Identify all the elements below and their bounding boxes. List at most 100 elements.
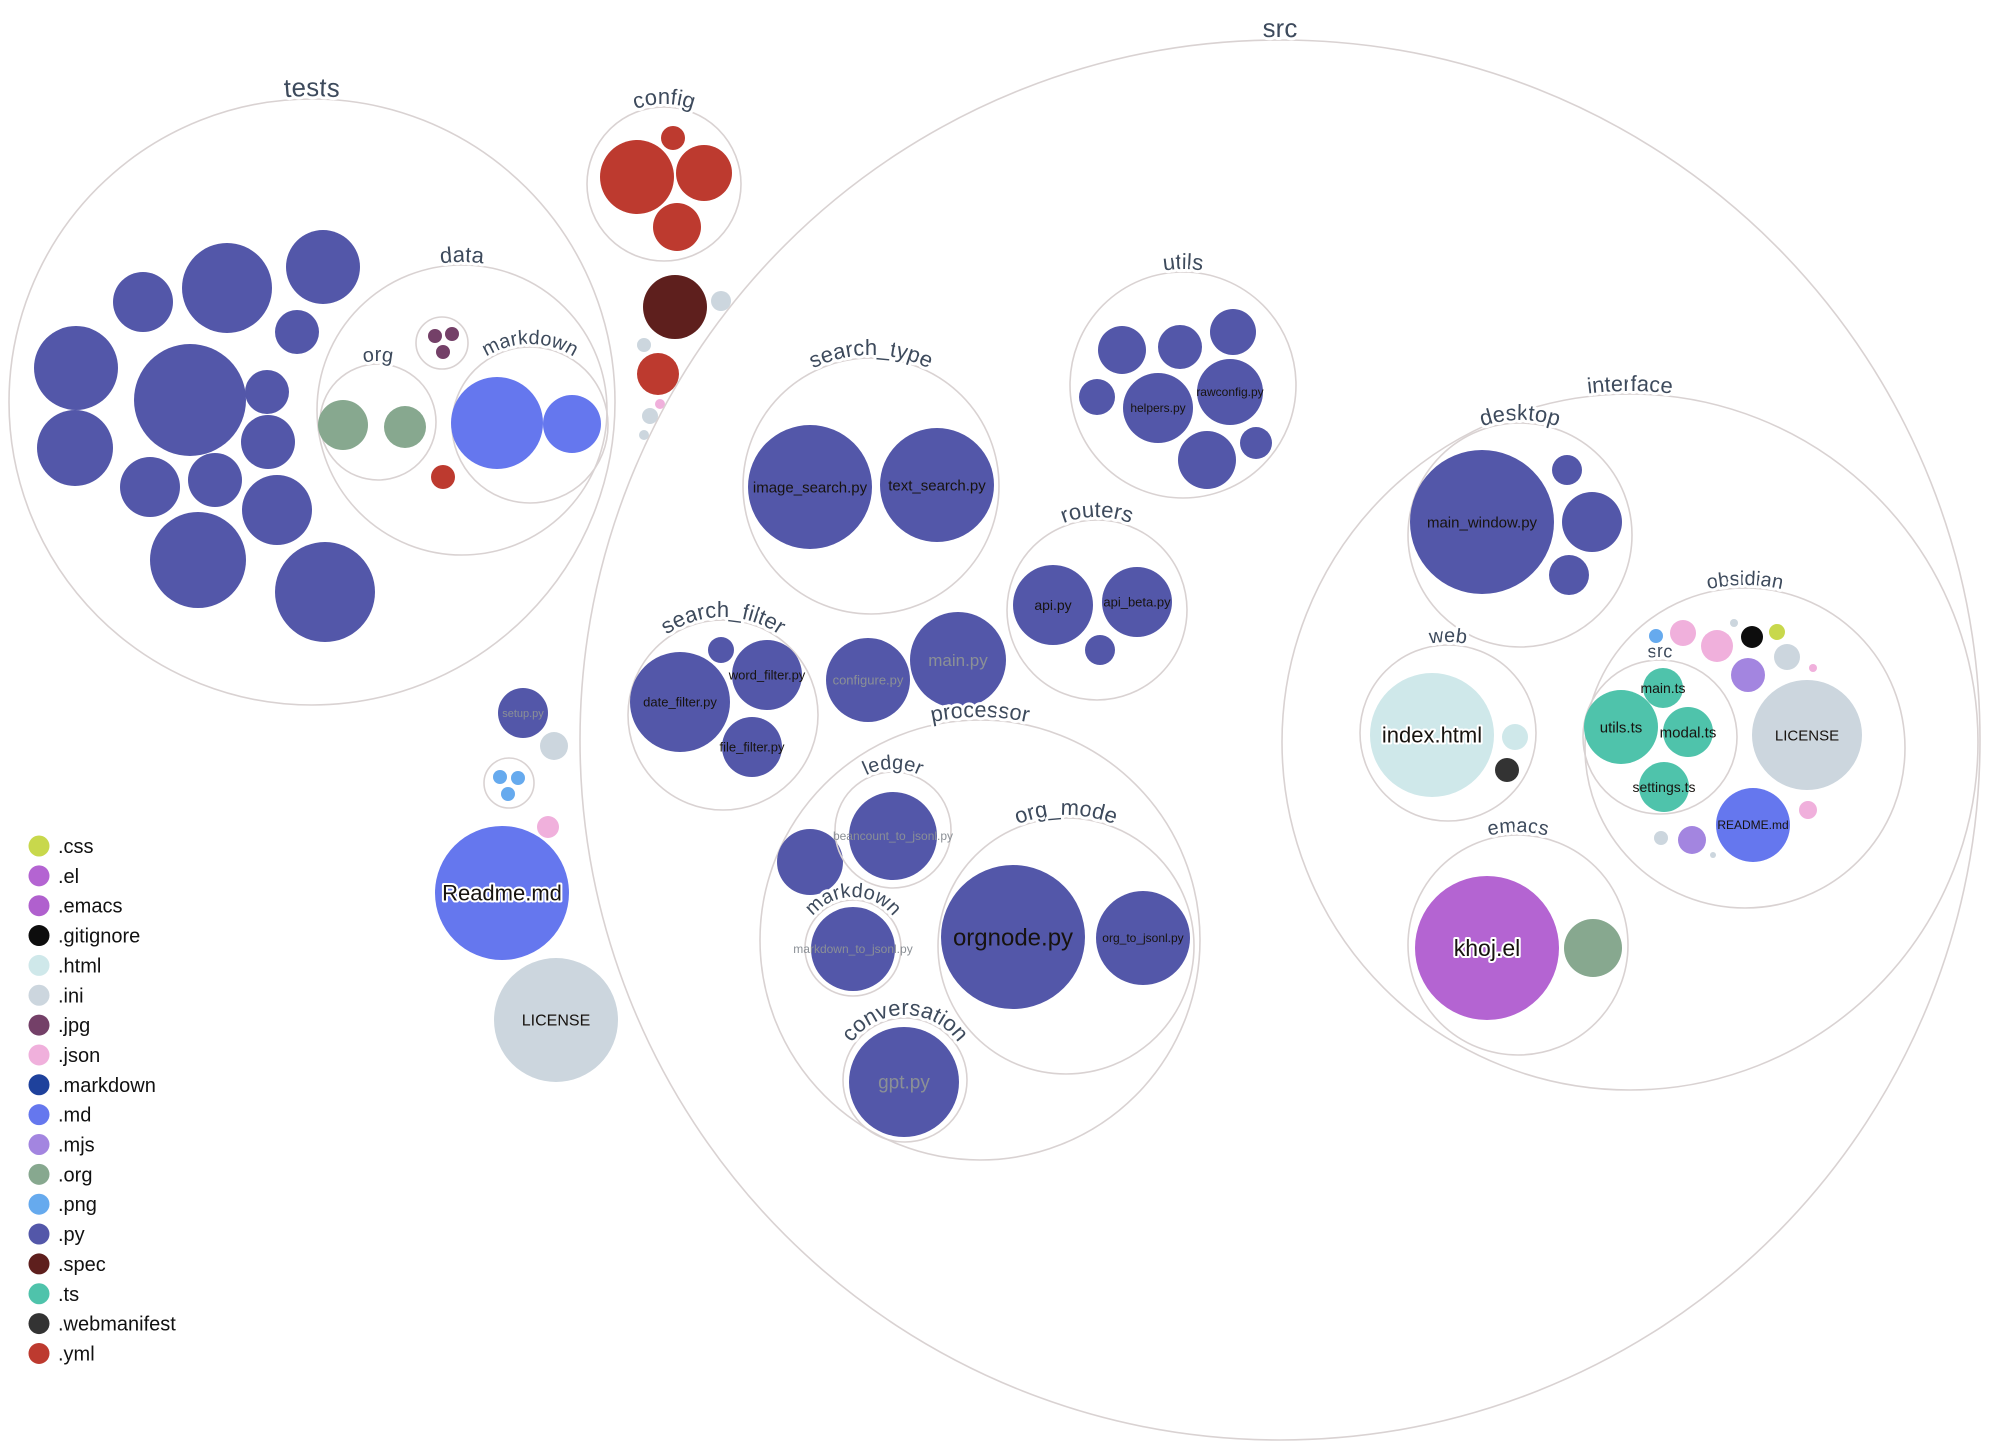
file-circle-py [1158, 325, 1202, 369]
legend-item-markdown: .markdown [28, 1074, 156, 1097]
legend-label-ini: .ini [58, 985, 84, 1007]
file-circle-mjs [1731, 658, 1765, 692]
folder-search_filter: date_filter.py word_filter.py file_filter.… [627, 594, 819, 811]
file-circle-helpers.py [1123, 373, 1193, 443]
folder-circle-ledger [834, 771, 952, 889]
file-circle-ini [1710, 852, 1716, 858]
folder-label-routers: routers [1057, 497, 1137, 528]
file-circle-rawconfig.py [1197, 359, 1263, 425]
legend-swatch-gitignore [28, 925, 50, 947]
legend-swatch-py [28, 1223, 50, 1245]
folder-circle-obsidian [1584, 587, 1906, 909]
file-label-file_filter.py: file_filter.py [719, 740, 785, 755]
legend-item-html: .html [28, 954, 101, 977]
file-circle-py [120, 457, 180, 517]
file-circle-jpg [428, 329, 442, 343]
folder-processor: beancount_to_jsonl.py ledger markdown_to_j… [759, 694, 1201, 1161]
file-circle-json [1701, 630, 1733, 662]
folder-circle-png-folder [483, 757, 535, 809]
file-circle-py [34, 326, 118, 410]
folder-circle-utils [1069, 271, 1297, 499]
file-circle-json [1809, 664, 1817, 672]
file-label-date_filter.py: date_filter.py [643, 695, 717, 710]
legend-item-mjs: .mjs [28, 1134, 95, 1157]
file-circle-utils.ts [1584, 690, 1658, 764]
file-circle-md [543, 395, 601, 453]
file-circle-png [511, 771, 525, 785]
folder-search_type: image_search.py text_search.py search_type [742, 332, 1000, 615]
legend-item-jpg: .jpg [28, 1014, 90, 1037]
file-label-word_filter.py: word_filter.py [728, 668, 806, 683]
file-circle-webmanifest [1495, 758, 1519, 782]
folder-circle-conversation [842, 1017, 968, 1143]
legend-swatch-png [28, 1193, 50, 1215]
file-circle-beancount_to_jsonl.py [849, 792, 937, 880]
legend-item-el: .el [28, 865, 79, 888]
file-circle-json [1799, 801, 1817, 819]
file-circle-yml [637, 353, 679, 395]
file-label-api_beta.py: api_beta.py [1103, 595, 1171, 610]
file-circle-py [245, 370, 289, 414]
file-circle-py [37, 410, 113, 486]
file-circle-mjs [1678, 826, 1706, 854]
folder-emacs: khoj.el emacs [1407, 812, 1629, 1056]
file-label-setup.py: setup.py [502, 708, 544, 720]
legend-label-gitignore: .gitignore [58, 926, 140, 948]
legend-item-gitignore: .gitignore [28, 925, 140, 948]
file-label-org_to_jsonl.py: org_to_jsonl.py [1102, 931, 1183, 945]
legend-label-webmanifest: .webmanifest [58, 1314, 176, 1336]
legend-item-md: .md [28, 1104, 91, 1127]
file-circle-py [1079, 379, 1115, 415]
legend-swatch-mjs [28, 1134, 50, 1155]
file-circle-ini [540, 732, 568, 760]
file-circle-main.ts [1643, 668, 1683, 708]
folder-label-data: data [439, 242, 487, 269]
folder-markdown: markdown [451, 324, 609, 504]
folder-label-search_type: search_type [805, 335, 937, 373]
legend-item-org: .org [28, 1163, 92, 1186]
file-circle-jpg [436, 345, 450, 359]
folder-label-obsidian-src: src [1647, 641, 1674, 662]
legend-label-html: .html [58, 955, 101, 977]
file-circle-py [1210, 309, 1256, 355]
file-label-configure.py: configure.py [833, 673, 904, 688]
legend-label-jpg: .jpg [58, 1015, 90, 1037]
folder-label-markdown: markdown [478, 327, 581, 361]
folder-circle-emacs [1407, 834, 1629, 1056]
folder-label-utils: utils [1161, 249, 1204, 275]
folder-routers: api.py api_beta.py routers [1006, 494, 1188, 701]
legend-label-png: .png [58, 1194, 97, 1216]
file-circle-html [1502, 724, 1528, 750]
file-circle-py [150, 512, 246, 608]
legend-swatch-css [28, 835, 50, 857]
file-circle-py [777, 829, 843, 895]
folder-circle-src [579, 39, 1981, 1441]
file-label-beancount_to_jsonl.py: beancount_to_jsonl.py [833, 829, 953, 843]
legend-swatch-markdown [28, 1074, 50, 1096]
folder-circle-processor [759, 719, 1201, 1161]
file-circle-main.py [910, 612, 1006, 708]
file-circle-py [182, 243, 272, 333]
file-circle-orgnode.py [941, 865, 1085, 1009]
file-label-modal.ts: modal.ts [1660, 724, 1717, 741]
legend-label-py: .py [58, 1224, 85, 1246]
folder-web: index.html web [1359, 622, 1537, 822]
folder-circle-search_type [742, 357, 1000, 615]
legend-swatch-json [28, 1044, 50, 1066]
folder-label-desktop: desktop [1477, 400, 1564, 431]
folder-circle-desktop [1407, 422, 1633, 648]
folder-src: image_search.py text_search.py search_type… [579, 10, 1981, 1441]
legend-item-css: .css [28, 835, 94, 858]
file-label-settings.ts: settings.ts [1632, 779, 1695, 795]
legend-label-json: .json [58, 1045, 100, 1067]
file-circle-LICENSE [1752, 680, 1862, 790]
folder-circle-interface [1281, 393, 1979, 1091]
legend-label-org: .org [58, 1164, 92, 1186]
file-circle-py [275, 310, 319, 354]
file-circle-py [286, 230, 360, 304]
folder-desktop: main_window.py desktop [1407, 397, 1633, 648]
file-circle-word_filter.py [732, 640, 802, 710]
file-circle-khoj.el [1415, 876, 1559, 1020]
